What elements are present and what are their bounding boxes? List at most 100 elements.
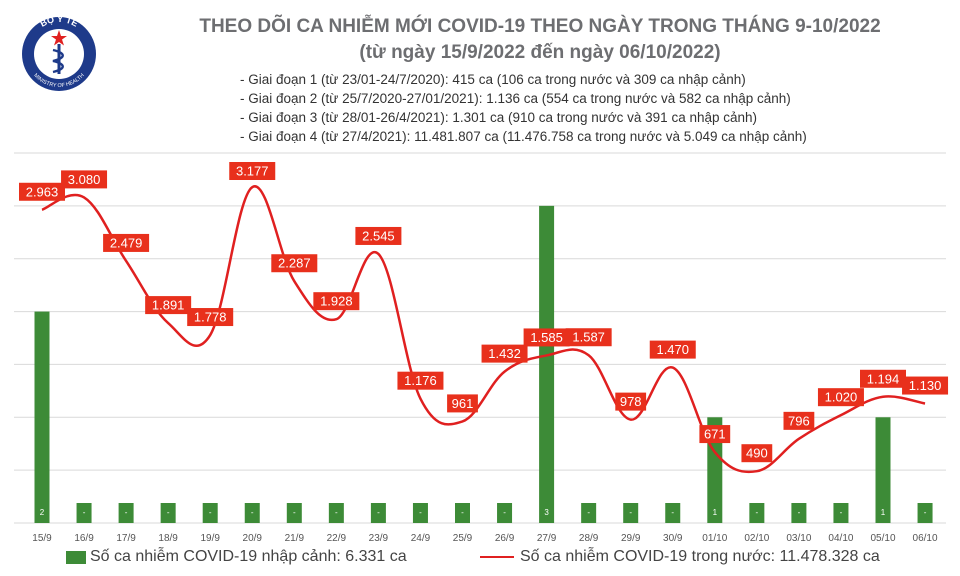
- stage-item: - Giai đoạn 1 (từ 23/01-24/7/2020): 415 …: [240, 72, 746, 87]
- legend-bar: Số ca nhiễm COVID-19 nhập cảnh: 6.331 ca: [66, 548, 407, 566]
- data-label: 1.194: [867, 371, 900, 386]
- bar-label: -: [461, 508, 464, 517]
- bar-label: -: [798, 508, 801, 517]
- bar-import-02/10: [749, 503, 765, 523]
- bar-import-24/9: [412, 503, 428, 523]
- data-label: 1.176: [404, 373, 437, 388]
- bar-label: -: [83, 508, 86, 517]
- data-label: 490: [746, 446, 768, 461]
- data-label-bg: [523, 328, 570, 347]
- data-label-bg: [699, 425, 731, 444]
- bar-import-26/9: [497, 503, 513, 523]
- x-tick-label: 18/9: [158, 533, 178, 544]
- data-label-bg: [817, 388, 864, 407]
- x-tick-label: 06/10: [913, 533, 938, 544]
- data-label-bg: [103, 233, 150, 252]
- bar-label: -: [587, 508, 590, 517]
- data-label: 1.778: [194, 310, 227, 325]
- legend-bar-swatch: [66, 550, 86, 564]
- bar-import-05/10: [875, 417, 891, 523]
- bar-import-27/9: [539, 205, 555, 523]
- bar-import-22/9: [328, 503, 344, 523]
- bar-label: -: [251, 508, 254, 517]
- stage-item: - Giai đoạn 3 (từ 28/01-26/4/2021): 1.30…: [240, 110, 758, 125]
- data-label-bg: [187, 308, 234, 327]
- bar-import-06/10: [917, 503, 933, 523]
- data-label: 3.080: [68, 172, 101, 187]
- x-tick-label: 27/9: [537, 533, 557, 544]
- bar-label: 1: [713, 508, 718, 517]
- data-label-bg: [271, 254, 318, 273]
- data-label: 2.479: [110, 235, 143, 250]
- logo-star-icon: [51, 30, 67, 46]
- data-label-bg: [649, 340, 696, 359]
- legend-line-label: Số ca nhiễm COVID-19 trong nước: 11.478.…: [520, 548, 880, 565]
- bar-label: -: [629, 508, 632, 517]
- data-label-bg: [902, 376, 949, 395]
- data-label: 1.928: [320, 294, 353, 309]
- bar-import-03/10: [791, 503, 807, 523]
- x-tick-label: 03/10: [786, 533, 811, 544]
- x-tick-label: 26/9: [495, 533, 515, 544]
- x-tick-label: 04/10: [828, 533, 853, 544]
- data-label: 1.891: [152, 298, 185, 313]
- x-tick-label: 02/10: [744, 533, 769, 544]
- bar-import-15/9: [34, 311, 50, 523]
- data-label-bg: [355, 226, 402, 245]
- bar-label: -: [125, 508, 128, 517]
- bar-import-29/9: [623, 503, 639, 523]
- bar-import-28/9: [581, 503, 597, 523]
- bar-import-04/10: [833, 503, 849, 523]
- ministry-logo: BỘ Y TẾ MINISTRY OF HEALTH: [22, 13, 96, 91]
- chart-subtitle: (từ ngày 15/9/2022 đến ngày 06/10/2022): [359, 42, 721, 63]
- bar-label: -: [419, 508, 422, 517]
- bar-label: -: [503, 508, 506, 517]
- data-label-bg: [397, 371, 444, 390]
- x-tick-label: 20/9: [243, 533, 263, 544]
- bar-label: 1: [881, 508, 886, 517]
- data-label-bg: [313, 292, 360, 311]
- bar-label: -: [924, 508, 927, 517]
- x-tick-label: 05/10: [870, 533, 895, 544]
- x-tick-label: 21/9: [285, 533, 305, 544]
- bar-import-21/9: [286, 503, 302, 523]
- data-label: 1.470: [656, 342, 689, 357]
- data-label-bg: [860, 369, 906, 388]
- bar-import-17/9: [118, 503, 134, 523]
- data-label: 978: [620, 394, 642, 409]
- x-tick-label: 15/9: [32, 533, 52, 544]
- data-label: 1.432: [488, 346, 521, 361]
- bar-import-20/9: [244, 503, 260, 523]
- bar-label: 2: [40, 508, 45, 517]
- legend-bar-label: Số ca nhiễm COVID-19 nhập cảnh: 6.331 ca: [90, 548, 407, 565]
- data-label-bg: [229, 162, 276, 180]
- bar-import-18/9: [160, 503, 176, 523]
- data-label: 671: [704, 427, 726, 442]
- svg-text:BỘ Y TẾ: BỘ Y TẾ: [38, 13, 79, 28]
- logo-serpent-icon: [52, 48, 64, 74]
- bar-label: -: [167, 508, 170, 517]
- bar-label: 3: [544, 508, 549, 517]
- chart-title: THEO DÕI CA NHIỄM MỚI COVID-19 THEO NGÀY…: [199, 16, 881, 37]
- x-tick-label: 24/9: [411, 533, 431, 544]
- legend-line-swatch: [480, 556, 514, 558]
- x-tick-label: 23/9: [369, 533, 389, 544]
- bar-label: -: [209, 508, 212, 517]
- bar-label: -: [293, 508, 296, 517]
- data-label-bg: [783, 411, 815, 430]
- logo-top-text: BỘ Y TẾ: [38, 13, 79, 28]
- data-label-bg: [61, 170, 108, 189]
- bar-label: -: [335, 508, 338, 517]
- bar-label: -: [840, 508, 843, 517]
- bar-import-23/9: [370, 503, 386, 523]
- bar-import-19/9: [202, 503, 218, 523]
- data-label-bg: [615, 392, 647, 411]
- data-label: 796: [788, 413, 810, 428]
- data-label: 961: [452, 396, 474, 411]
- data-label: 2.963: [26, 184, 59, 199]
- data-label: 2.287: [278, 256, 311, 271]
- x-tick-label: 17/9: [116, 533, 136, 544]
- x-tick-label: 19/9: [200, 533, 220, 544]
- data-label: 1.020: [825, 390, 858, 405]
- data-label: 1.585: [530, 330, 563, 345]
